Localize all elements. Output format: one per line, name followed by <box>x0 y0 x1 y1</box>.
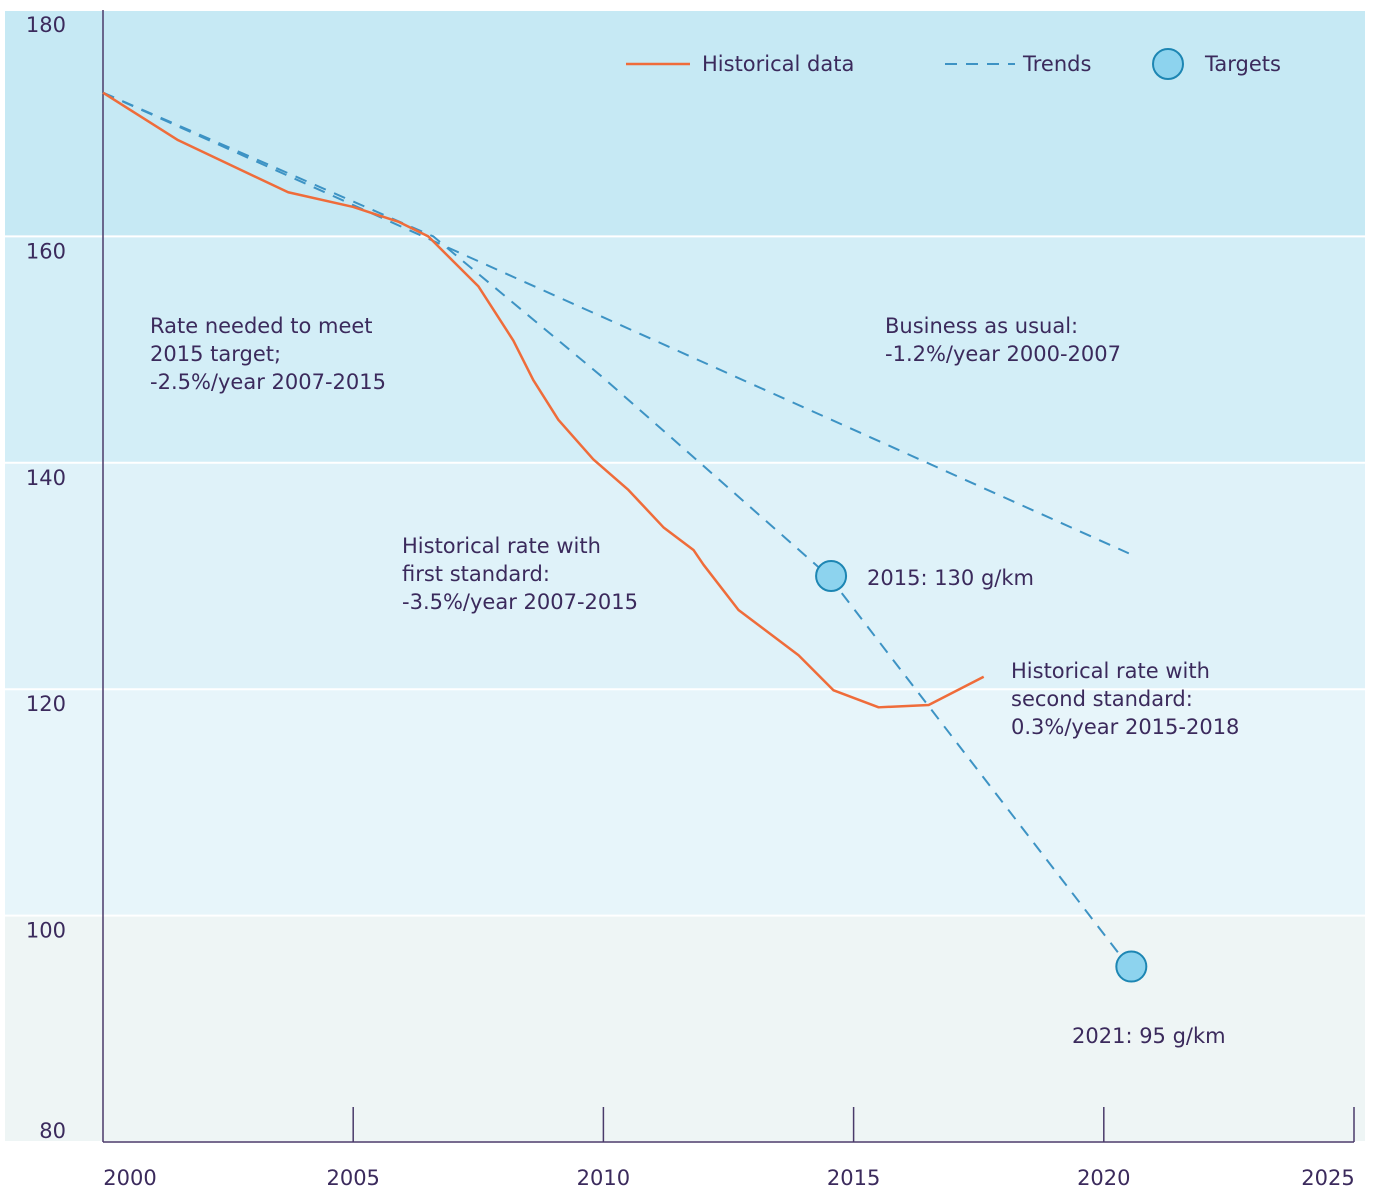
annotation: Historical rate with <box>1011 659 1210 683</box>
y-tick-label: 120 <box>26 692 66 716</box>
band <box>5 10 1365 237</box>
y-tick-label: 80 <box>39 1119 66 1143</box>
legend-label: Targets <box>1204 52 1281 76</box>
annotation: -1.2%/year 2000-2007 <box>885 342 1121 366</box>
annotation: -2.5%/year 2007-2015 <box>150 370 386 394</box>
annotation: Historical rate with <box>402 534 601 558</box>
x-tick-label: 2005 <box>326 1166 379 1190</box>
legend-swatch <box>1152 48 1184 80</box>
y-tick-label: 160 <box>26 239 66 263</box>
x-tick-label: 2025 <box>1301 1166 1354 1190</box>
y-tick-label: 180 <box>26 13 66 37</box>
x-tick-label: 2020 <box>1077 1166 1130 1190</box>
band <box>5 462 1365 690</box>
legend-label: Trends <box>1022 52 1091 76</box>
target-label: 2015: 130 g/km <box>867 566 1034 590</box>
annotation: 0.3%/year 2015-2018 <box>1011 715 1239 739</box>
target-point <box>815 560 848 592</box>
y-tick-label: 100 <box>26 919 66 943</box>
x-tick-label: 2010 <box>577 1166 630 1190</box>
target-point <box>1115 950 1148 983</box>
line <box>102 91 985 709</box>
y-tick-label: 140 <box>26 466 66 490</box>
legend-label: Historical data <box>702 52 854 76</box>
annotation: first standard: <box>402 562 550 586</box>
target-label: 2021: 95 g/km <box>1072 1024 1226 1048</box>
band <box>5 236 1365 463</box>
annotation: Business as usual: <box>885 314 1078 338</box>
trend-line <box>102 91 1130 968</box>
x-tick-label: 2015 <box>827 1166 880 1190</box>
band <box>5 689 1365 916</box>
annotation: second standard: <box>1011 687 1193 711</box>
annotation: -3.5%/year 2007-2015 <box>402 590 638 614</box>
annotation: Rate needed to meet <box>150 314 373 338</box>
x-tick-label: 2000 <box>103 1166 156 1190</box>
annotation: 2015 target; <box>150 342 281 366</box>
